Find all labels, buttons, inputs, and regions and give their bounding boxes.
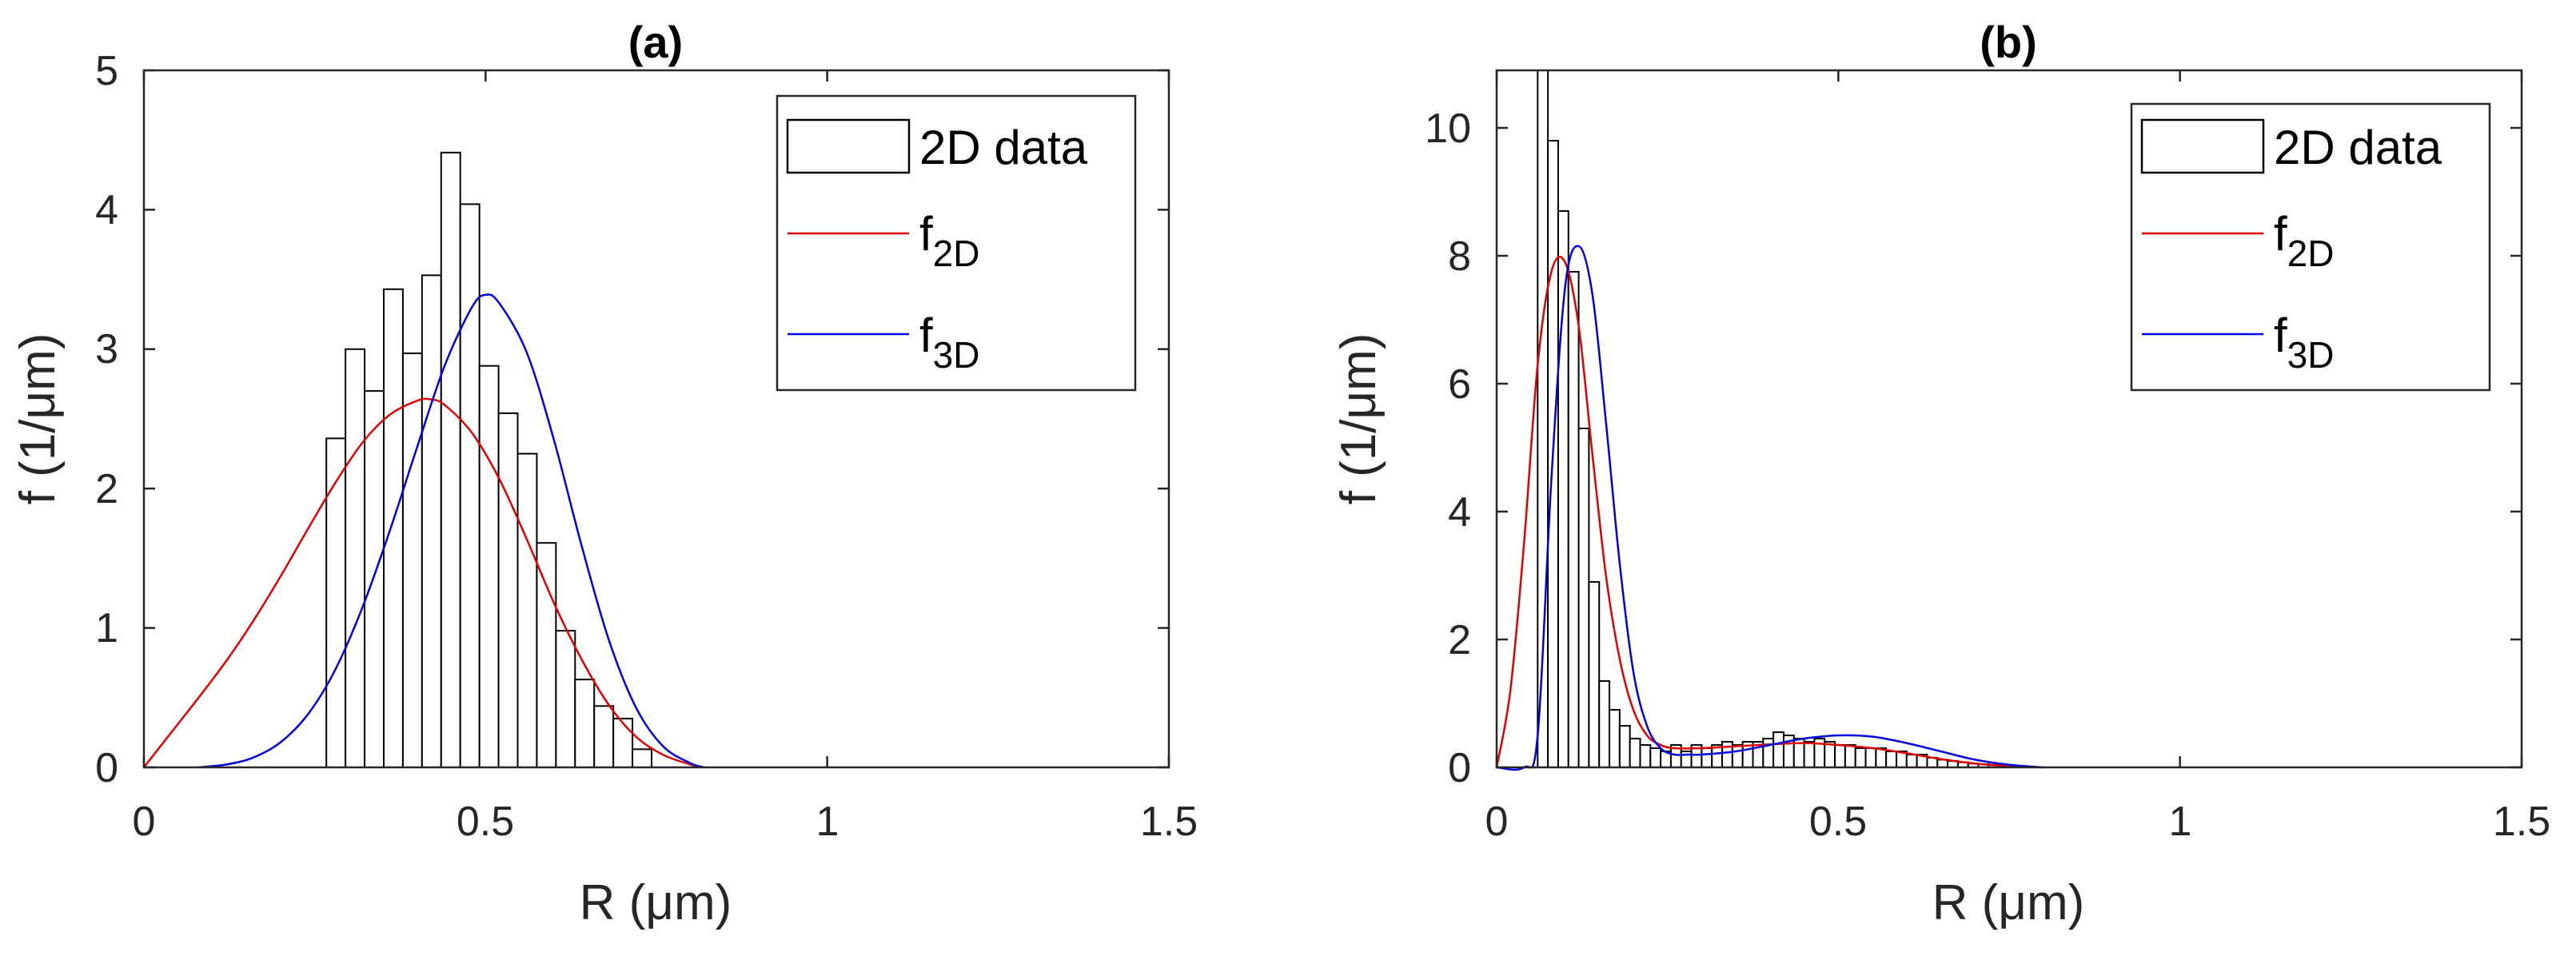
chart-title: (a) [628,17,683,67]
histogram-bar [516,452,538,768]
histogram-bar [1762,738,1775,768]
series-line-f2d [1495,255,2044,769]
legend-label-f2d-base: f [2274,207,2287,261]
histogram-bar [1598,680,1611,768]
histogram-bar [440,151,461,768]
axes-box [1495,69,2523,769]
histogram-bar [401,353,423,769]
histogram-bar [478,364,500,768]
histogram-bar [1803,741,1816,768]
histogram-bar [325,437,347,769]
histogram-bar [632,748,653,769]
y-tick-label: 4 [1448,489,1471,536]
histogram-bar [1885,751,1897,768]
histogram-bar [1639,744,1652,768]
x-tick-label: 1.5 [1140,799,1198,845]
legend-label-f3d: f3D [919,309,979,376]
legend-label-f3d-subscript: 3D [2287,334,2335,376]
histogram-bar [1772,731,1784,768]
y-axis-label: f (1/μm) [10,333,66,505]
legend-label-2d-data: 2D data [2274,121,2442,174]
histogram-bar [1936,759,1949,769]
x-tick-label: 1 [816,799,839,845]
histogram-bar [536,542,557,768]
x-tick-label: 0 [1485,799,1509,845]
histogram-bar [1629,738,1641,768]
plot-area [1495,70,2523,771]
y-tick-label: 1 [95,605,118,651]
legend-label-f3d-base: f [919,309,933,362]
histogram-bar [1834,744,1846,768]
legend-label-f2d-subscript: 2D [2287,233,2335,274]
legend-swatch-hist [786,118,911,174]
legend-label-f2d: f2D [2274,207,2334,274]
legend-label-f3d-base: f [2274,309,2287,362]
histogram-bar [1844,744,1856,768]
y-tick-label: 10 [1425,106,1471,152]
x-axis-label: R (μm) [1932,875,2085,930]
histogram-bar [574,679,596,768]
histogram-bar [497,412,519,768]
histogram-bar [612,717,634,769]
histogram-bar [593,705,615,768]
x-tick-label: 0.5 [457,799,514,845]
legend-label-f3d-subscript: 3D [933,334,980,376]
histogram-bar [1701,747,1713,768]
histogram-bar [1875,747,1888,768]
histogram-bar [364,390,385,768]
y-tick-label: 2 [95,466,118,512]
histogram-bar [1609,709,1621,768]
y-tick-label: 6 [1448,361,1471,408]
legend-label-f2d-base: f [919,207,933,261]
y-axis: 0 2 4 6 8 10 [1425,106,1471,791]
histogram-bar [1567,271,1580,768]
histogram-bar [1577,428,1590,768]
histogram-bar [1854,747,1867,768]
histogram-bar [345,348,366,768]
legend-label-f3d: f3D [2274,309,2334,376]
chart-title: (b) [1980,17,2037,67]
histogram-bar [1649,747,1662,768]
histogram-bar [382,288,404,769]
histogram-bar [421,274,442,769]
histogram-bar [555,630,576,769]
legend-swatch-hist [2140,118,2265,174]
y-tick-label: 3 [95,326,118,372]
histogram-bar [1864,747,1877,768]
y-tick-label: 0 [1448,745,1471,791]
legend: 2D data f2D f3D [776,94,1137,392]
legend-label-f2d: f2D [919,207,979,274]
y-tick-label: 5 [95,48,118,94]
series-line-f3d [198,293,705,769]
histogram-bar [1731,744,1744,768]
x-tick-label: 0.5 [1809,799,1867,845]
y-axis-label: f (1/μm) [1331,333,1386,505]
legend-label-f2d-subscript: 2D [933,233,980,274]
histogram-bar [1824,741,1836,768]
legend: 2D data f2D f3D [2130,102,2491,392]
x-axis: 0 0.5 1 1.5 [1485,799,2551,845]
y-tick-label: 4 [95,187,118,233]
y-axis: 0 1 2 3 4 5 [95,48,118,791]
histogram-bar [459,203,481,768]
x-tick-label: 1.5 [2493,799,2550,845]
y-tick-label: 2 [1448,617,1471,663]
y-tick-label: 0 [95,745,118,791]
x-axis-label: R (μm) [580,875,732,930]
x-axis: 0 0.5 1 1.5 [133,799,1198,845]
histogram-bar [1905,754,1918,768]
y-tick-label: 8 [1448,233,1471,280]
histogram-bar [1618,725,1631,768]
legend-label-2d-data: 2D data [919,121,1088,174]
x-tick-label: 1 [2169,799,2192,845]
axes-box [142,69,1170,769]
x-tick-label: 0 [133,799,156,845]
series-line-f3d [1496,245,2044,771]
histogram-bar [1588,581,1601,768]
panel-a: (a) 0 0.5 1 1.5 0 1 2 3 4 5 R (μm) f (1/… [10,17,1198,930]
panel-b: (b) 0 0.5 1 1.5 0 2 4 6 8 10 R (μm) f (1… [1331,17,2550,930]
